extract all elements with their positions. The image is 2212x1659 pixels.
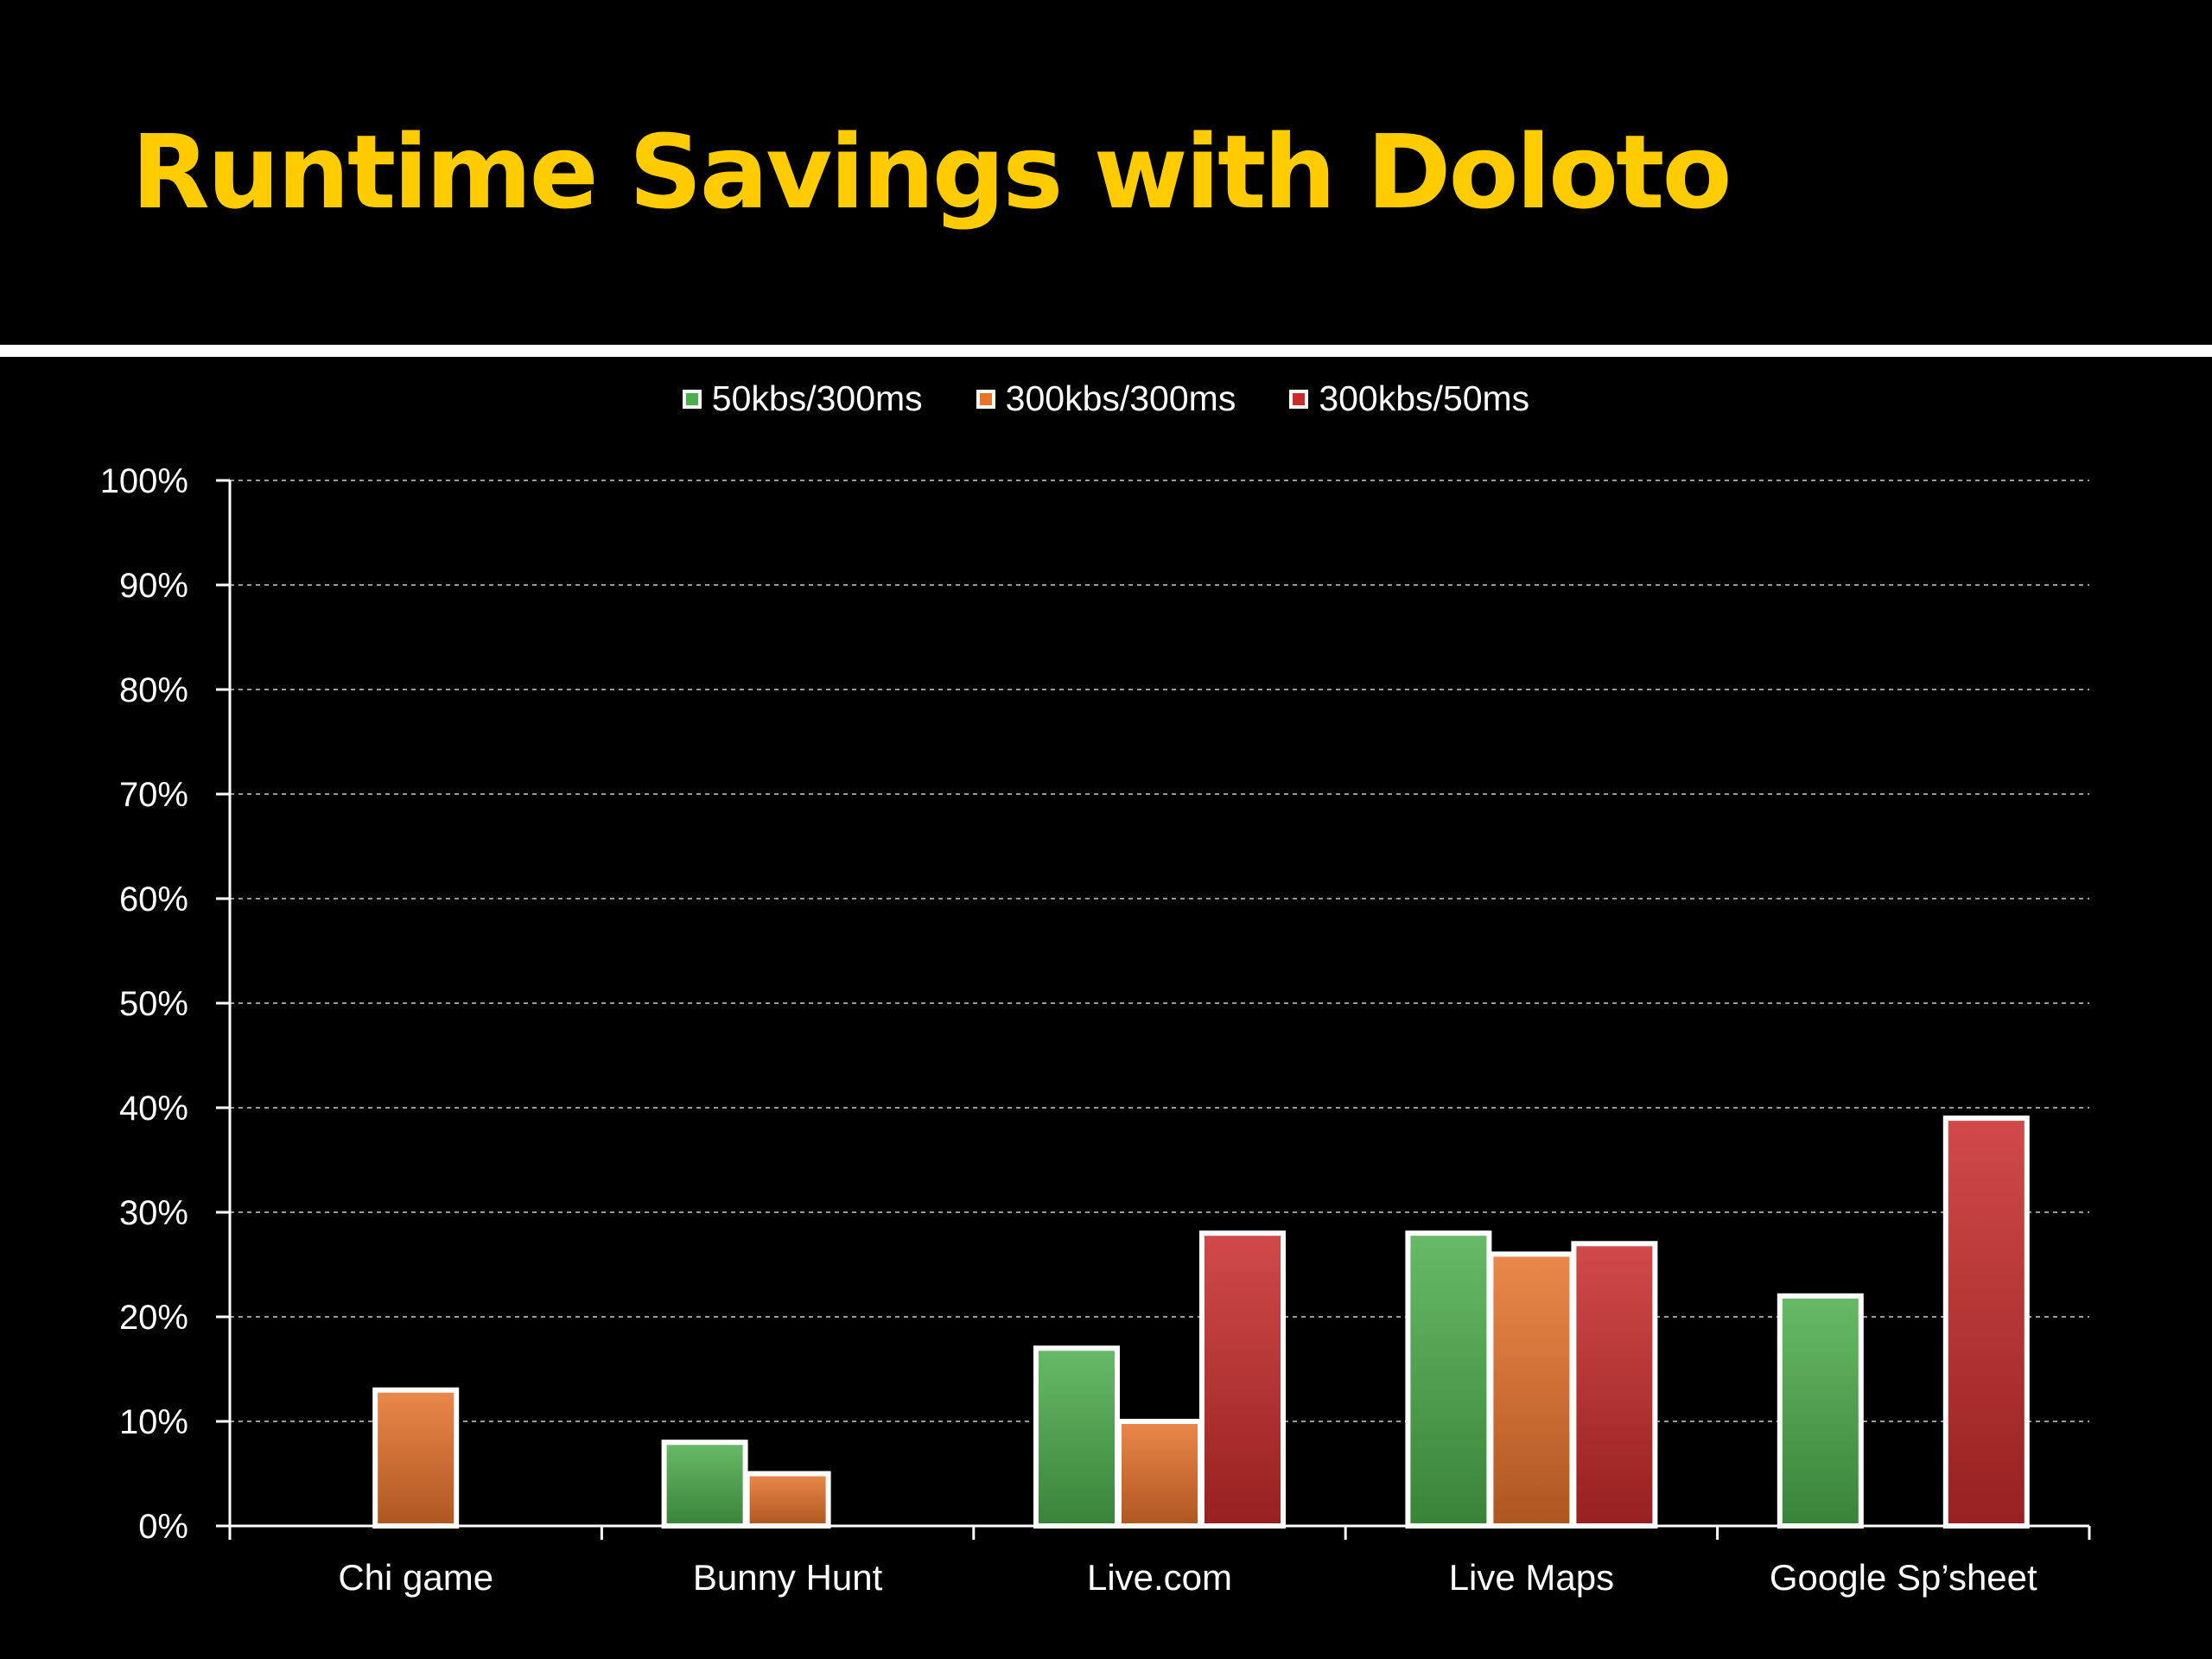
x-tick-label: Bunny Hunt: [693, 1557, 883, 1598]
bar-50kbs/300ms: [1777, 1293, 1864, 1529]
bar-50kbs/300ms: [661, 1440, 748, 1529]
x-tick-label: Live Maps: [1449, 1557, 1614, 1598]
legend-label: 50kbs/300ms: [711, 378, 923, 418]
bars: [372, 1116, 2030, 1529]
y-tick-label: 70%: [119, 776, 188, 814]
gridlines: [230, 480, 2089, 1422]
bar-300kbs/50ms: [1942, 1116, 2030, 1529]
bar-300kbs/300ms: [1116, 1419, 1203, 1529]
y-tick-label: 0%: [138, 1508, 188, 1546]
bar-300kbs/50ms: [1199, 1230, 1286, 1529]
bar-300kbs/300ms: [744, 1471, 831, 1529]
x-tick-label: Google Sp’sheet: [1770, 1557, 2037, 1598]
title-divider: [0, 345, 2212, 357]
bar-300kbs/300ms: [372, 1387, 460, 1529]
y-tick-label: 60%: [119, 880, 188, 918]
x-tick-label: Chi game: [338, 1557, 493, 1598]
slide-title: Runtime Savings with Doloto: [131, 112, 1732, 232]
legend-swatch: [976, 389, 995, 409]
y-tick-label: 100%: [100, 462, 188, 500]
y-tick-label: 50%: [119, 985, 188, 1023]
y-tick-label: 10%: [119, 1403, 188, 1441]
legend-item: 300kbs/300ms: [976, 378, 1236, 419]
legend-label: 300kbs/300ms: [1005, 378, 1236, 418]
legend-label: 300kbs/50ms: [1319, 378, 1530, 418]
y-tick-label: 80%: [119, 671, 188, 709]
legend-swatch: [682, 389, 702, 409]
bar-50kbs/300ms: [1033, 1345, 1120, 1529]
legend-item: 300kbs/50ms: [1289, 378, 1529, 419]
bar-300kbs/50ms: [1571, 1241, 1658, 1529]
y-tick-label: 40%: [119, 1090, 188, 1128]
x-tick-label: Live.com: [1087, 1557, 1232, 1598]
bar-300kbs/300ms: [1488, 1251, 1575, 1529]
y-tick-label: 30%: [119, 1194, 188, 1232]
legend-item: 50kbs/300ms: [682, 378, 923, 419]
y-tick-label: 20%: [119, 1299, 188, 1337]
legend-swatch: [1289, 389, 1309, 409]
chart-legend: 50kbs/300ms 300kbs/300ms 300kbs/50ms: [0, 378, 2212, 419]
bar-50kbs/300ms: [1405, 1230, 1492, 1529]
y-tick-label: 90%: [119, 567, 188, 605]
tick-labels: 0% 10% 20% 30% 40% 50% 60% 70% 80% 90% 100% Chi gam…: [100, 462, 2037, 1598]
